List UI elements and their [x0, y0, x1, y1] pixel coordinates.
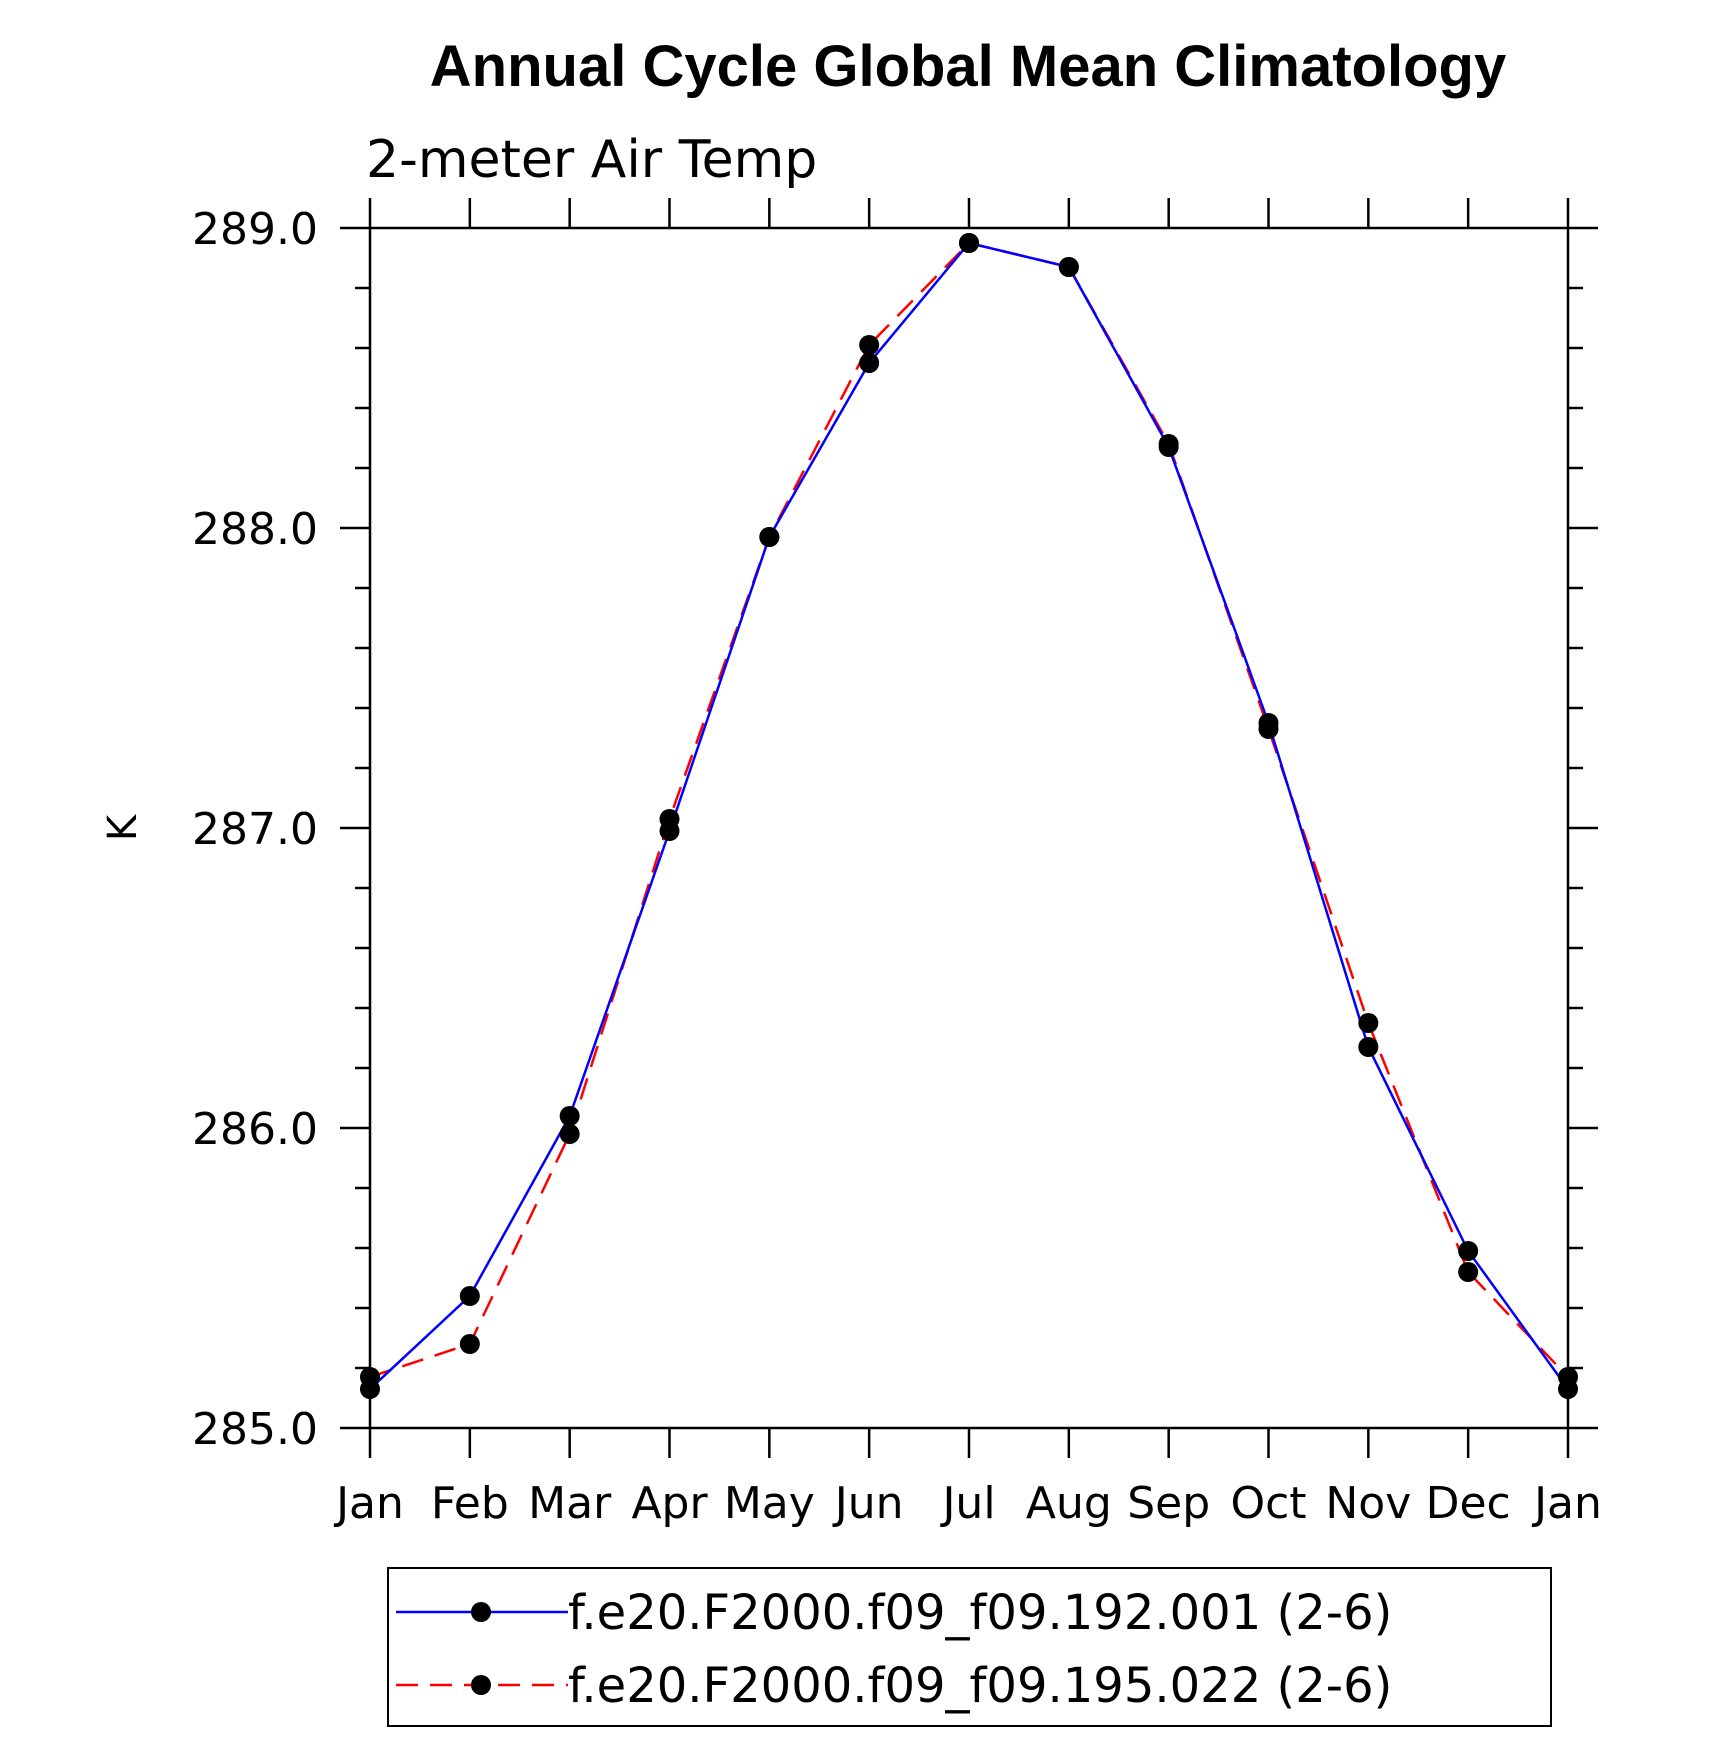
- series-layer: [360, 233, 1578, 1399]
- x-tick-label: Jan: [333, 1478, 404, 1529]
- data-point-series-2: [1258, 719, 1279, 739]
- data-point-series-1: [1458, 1241, 1479, 1261]
- data-point-series-2: [559, 1124, 580, 1144]
- x-tick-label: Feb: [431, 1478, 509, 1529]
- data-point-series-2: [1558, 1367, 1578, 1387]
- data-point-series-1: [859, 353, 880, 373]
- x-tick-labels: Jan Feb Mar Apr May Jun Jul Aug Sep Oct Nov Dec Jan: [333, 1478, 1602, 1529]
- y-tick-label: 288.0: [192, 504, 318, 555]
- x-tick-label: Sep: [1127, 1478, 1210, 1529]
- legend: f.e20.F2000.f09_f09.192.001 (2-6) f.e20.F…: [387, 1567, 1552, 1727]
- y-tick-label: 289.0: [192, 204, 318, 255]
- x-tick-label: Oct: [1230, 1478, 1306, 1529]
- chart-subtitle: 2-meter Air Temp: [366, 130, 817, 190]
- x-tick-label: Jan: [1531, 1478, 1602, 1529]
- y-axis-label: K: [100, 813, 146, 841]
- legend-label-series-1: f.e20.F2000.f09_f09.192.001 (2-6): [568, 1585, 1392, 1641]
- x-tick-label: Apr: [631, 1478, 708, 1529]
- x-tick-label: Jul: [939, 1478, 995, 1529]
- data-point-series-2: [1058, 257, 1079, 277]
- data-point-series-1: [559, 1106, 580, 1126]
- x-tick-label: Nov: [1325, 1478, 1411, 1529]
- x-tick-label: Mar: [528, 1478, 612, 1529]
- plot-border: [368, 226, 1570, 1430]
- data-point-series-2: [459, 1334, 480, 1354]
- x-tick-label: Aug: [1026, 1478, 1112, 1529]
- data-point-series-2: [859, 335, 880, 355]
- data-point-series-2: [759, 527, 780, 547]
- legend-label-series-2: f.e20.F2000.f09_f09.195.022 (2-6): [568, 1658, 1392, 1714]
- legend-box: [387, 1567, 1552, 1727]
- y-tick-labels: 289.0 288.0 287.0 286.0 285.0: [192, 204, 318, 1455]
- data-point-series-2: [360, 1367, 380, 1387]
- axis-ticks: [340, 198, 1598, 1458]
- data-point-series-2: [959, 233, 979, 253]
- y-tick-label: 286.0: [192, 1104, 318, 1155]
- chart-title: Annual Cycle Global Mean Climatology: [430, 34, 1506, 99]
- series-line-2: [369, 241, 1569, 1379]
- data-point-series-2: [1358, 1013, 1379, 1033]
- data-point-series-2: [1458, 1262, 1479, 1282]
- x-tick-label: Dec: [1426, 1478, 1511, 1529]
- series-line-1: [369, 241, 1570, 1390]
- legend-marker-series-1: [471, 1602, 491, 1622]
- x-tick-label: Jun: [832, 1478, 904, 1529]
- legend-marker-series-2: [471, 1675, 491, 1695]
- data-point-series-2: [1158, 434, 1179, 454]
- data-point-series-1: [1358, 1037, 1379, 1057]
- data-point-series-2: [659, 809, 680, 829]
- y-tick-label: 287.0: [192, 804, 318, 855]
- data-point-series-1: [459, 1286, 480, 1306]
- x-tick-label: May: [724, 1478, 815, 1529]
- y-tick-label: 285.0: [192, 1404, 318, 1455]
- plot-frame: [368, 226, 1570, 1430]
